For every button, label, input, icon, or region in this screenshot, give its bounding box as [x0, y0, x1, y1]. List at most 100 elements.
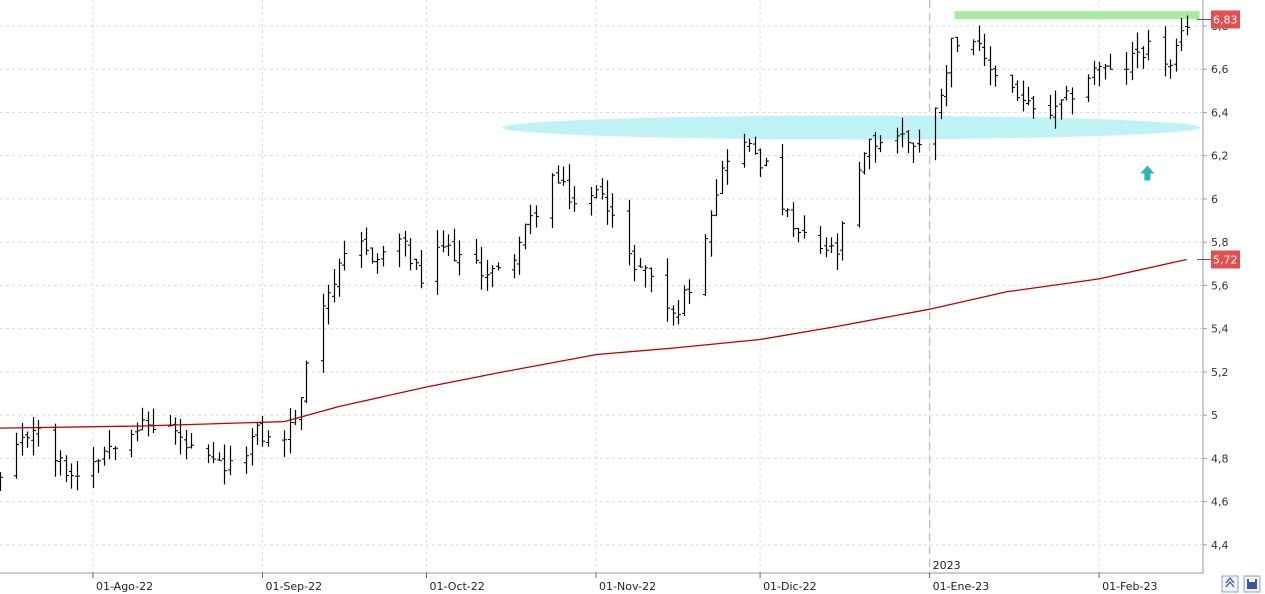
ohlc-bar: [988, 46, 993, 86]
year-label: 2023: [933, 559, 961, 572]
x-axis-ticks: 01-Ago-22 01-Sep-22 01-Oct-22 01-Nov-22 01-D…: [92, 573, 1158, 593]
ohlc-bar: [113, 445, 118, 461]
ohlc-bar: [20, 423, 25, 456]
ohlc-bar: [632, 245, 637, 282]
ohlc-bar: [714, 179, 719, 217]
x-tick-label: 01-Feb-23: [1102, 580, 1157, 593]
ohlc-bar: [867, 138, 872, 170]
ohlc-bar: [53, 423, 58, 477]
ohlc-bar: [288, 408, 293, 454]
last-price-badge: 6,83: [1197, 10, 1240, 29]
ohlc-bar: [1097, 61, 1102, 87]
ohlc-bar: [567, 164, 572, 210]
ohlc-bar: [474, 239, 479, 264]
ohlc-bar: [649, 267, 654, 293]
ohlc-bar: [332, 268, 337, 303]
ohlc-bar: [282, 430, 287, 457]
ohlc-bar: [572, 186, 577, 212]
resistance-band: [954, 11, 1200, 20]
ohlc-bar: [1146, 29, 1151, 61]
ohlc-bar: [753, 136, 758, 155]
ohlc-bar: [758, 148, 763, 177]
ohlc-bar: [326, 284, 331, 325]
ohlc-bar: [895, 127, 900, 154]
ohlc-bar: [982, 33, 987, 67]
ohlc-bar: [250, 428, 255, 466]
ohlc-bar: [408, 238, 413, 271]
ohlc-bar: [222, 444, 227, 485]
ohlc-bar: [342, 240, 347, 271]
ohlc-bar: [189, 433, 194, 449]
ohlc-bar: [933, 107, 938, 161]
zoom-icon: [1225, 576, 1235, 588]
ohlc-bar: [1015, 80, 1020, 101]
ohlc-bar: [299, 397, 304, 431]
ohlc-bar: [550, 173, 555, 229]
ohlc-bar: [91, 447, 96, 488]
ohlc-bar: [977, 25, 982, 51]
ohlc-bar: [627, 199, 632, 266]
ohlc-bar: [337, 258, 342, 297]
save-icon: [1247, 579, 1257, 589]
ohlc-bar: [1130, 41, 1135, 81]
save-button[interactable]: [1243, 575, 1261, 593]
ohlc-bar: [725, 149, 730, 185]
x-tick-label: 01-Dic-22: [763, 580, 817, 593]
zoom-button[interactable]: [1221, 575, 1239, 593]
x-tick-label: 01-Nov-22: [599, 580, 656, 593]
ohlc-bar: [1053, 90, 1058, 129]
ohlc-bar: [25, 431, 30, 448]
x-tick-label: 01-Oct-22: [430, 580, 485, 593]
ohlc-bar: [1092, 60, 1097, 85]
ohlc-bar: [840, 221, 845, 261]
y-tick-label: 5,8: [1211, 236, 1229, 249]
ohlc-bar: [939, 88, 944, 120]
ohlc-bar: [589, 186, 594, 216]
ohlc-bar: [791, 202, 796, 237]
ohlc-bar: [528, 204, 533, 235]
ohlc-bar: [485, 259, 490, 291]
ohlc-bar: [1179, 17, 1184, 52]
ohlc-bar: [1174, 38, 1179, 72]
moving-average-badge: 5,72: [1197, 250, 1240, 269]
ohlc-bar: [1168, 59, 1173, 79]
ohlc-bar: [1064, 85, 1069, 101]
ohlc-bar: [638, 258, 643, 268]
ohlc-bar: [785, 208, 790, 218]
ohlc-bar: [14, 432, 19, 479]
ohlc-bar: [949, 37, 954, 88]
ohlc-bar: [671, 305, 676, 326]
y-tick-label: 5,2: [1211, 366, 1229, 379]
y-tick-label: 6,2: [1211, 150, 1229, 163]
ohlc-bar: [321, 293, 326, 373]
y-tick-label: 5,4: [1211, 323, 1229, 336]
x-axis-panel: [0, 573, 1265, 594]
ohlc-bar: [835, 233, 840, 271]
ohlc-bar: [0, 472, 3, 491]
ohlc-bar: [107, 430, 112, 460]
ohlc-bar: [211, 441, 216, 464]
y-gridlines: [0, 25, 1203, 546]
ohlc-bar: [1021, 80, 1026, 112]
ohlc-bar: [561, 166, 566, 186]
y-tick-label: 6: [1211, 193, 1218, 206]
ohlc-bar: [1059, 99, 1064, 120]
ohlc-bar: [687, 279, 692, 305]
ohlc-bar: [1086, 74, 1091, 102]
ohlc-bar: [955, 36, 960, 53]
ohlc-bar: [266, 430, 271, 447]
ohlc-bar: [1048, 94, 1053, 120]
ohlc-bar: [490, 265, 495, 288]
arrow-layer: [1140, 165, 1155, 181]
ohlc-bar: [146, 411, 151, 437]
ohlc-bar: [594, 185, 599, 199]
ohlc-bar: [873, 132, 878, 163]
x-tick-label: 01-Ago-22: [96, 580, 153, 593]
ohlc-bar: [682, 285, 687, 317]
ohlc-bar: [375, 253, 380, 274]
ohlc-bar: [419, 250, 424, 289]
ohlc-bar: [906, 130, 911, 154]
ohlc-bar: [857, 161, 862, 228]
